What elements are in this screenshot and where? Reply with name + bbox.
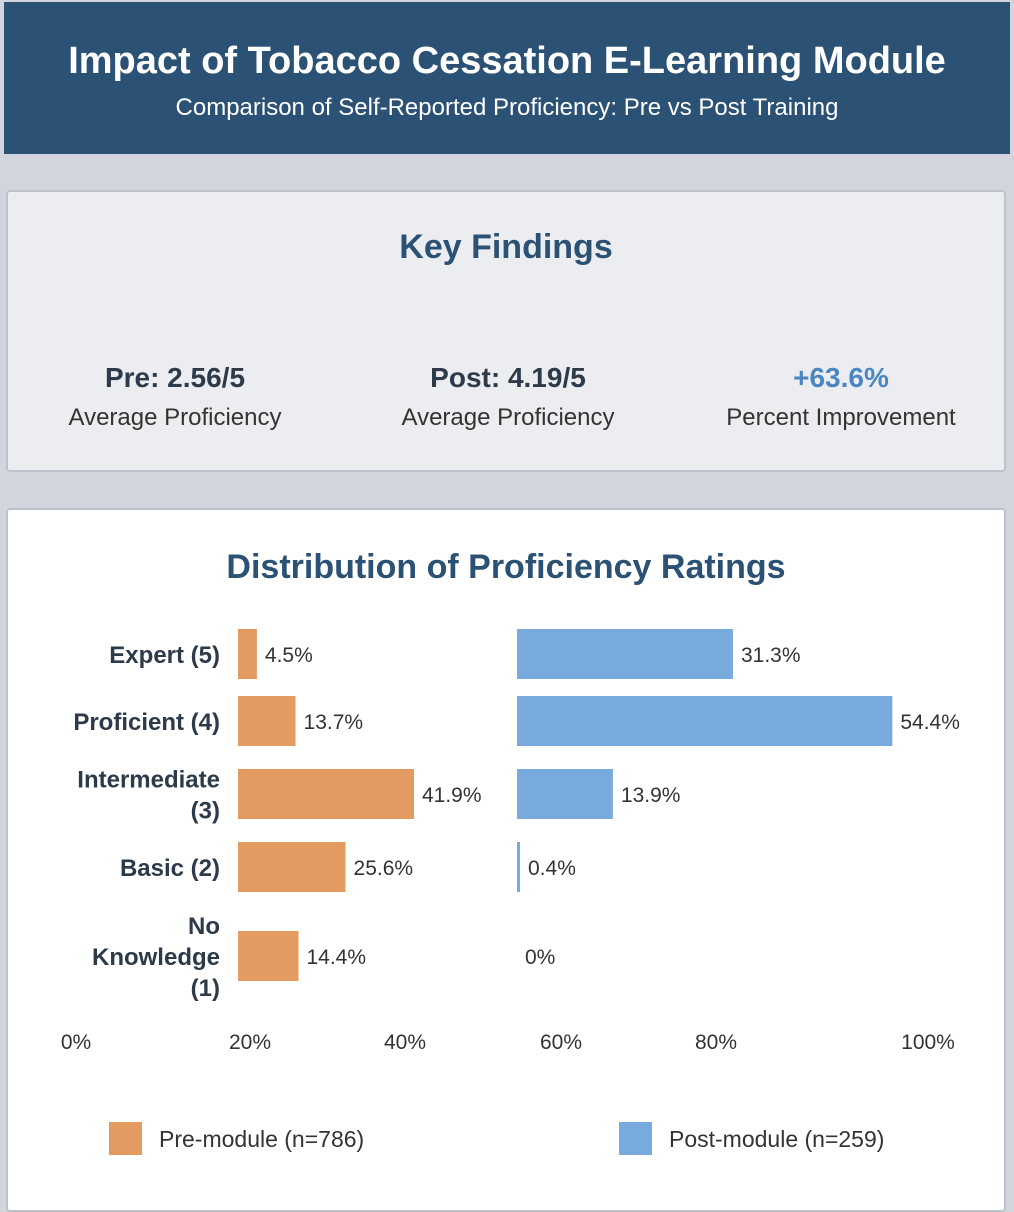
pre-bar (238, 769, 414, 819)
category-label: No Knowledge (1) (92, 913, 220, 1002)
x-tick-label: 20% (229, 1031, 271, 1054)
category-label: Basic (2) (120, 855, 220, 882)
x-tick-label: 80% (695, 1031, 737, 1054)
distribution-chart: Distribution of Proficiency Ratings Exper… (61, 548, 960, 1155)
pre-bar-label: 4.5% (265, 644, 313, 667)
pre-bar (238, 696, 296, 746)
legend-post-swatch (619, 1122, 652, 1155)
chart-title: Distribution of Proficiency Ratings (226, 548, 785, 586)
pre-bar (238, 629, 257, 679)
pre-bar (238, 931, 299, 981)
legend-pre-swatch (109, 1122, 142, 1155)
pre-bar-label: 14.4% (306, 946, 366, 969)
key-findings-heading: Key Findings (399, 228, 613, 266)
post-bar-label: 0% (525, 946, 555, 969)
post-bar-label: 54.4% (900, 711, 960, 734)
improvement-label: Percent Improvement (726, 404, 956, 431)
pre-bar-label: 25.6% (354, 857, 414, 880)
post-bar-label: 0.4% (528, 857, 576, 880)
post-stat: Post: 4.19/5 Average Proficiency (343, 362, 673, 432)
category-label: Proficient (4) (73, 709, 220, 736)
pre-bar-label: 13.7% (304, 711, 364, 734)
legend-pre-label: Pre-module (n=786) (159, 1126, 364, 1152)
legend-post-label: Post-module (n=259) (669, 1126, 884, 1152)
post-bar (517, 696, 893, 746)
x-tick-label: 0% (61, 1031, 91, 1054)
post-bar (517, 842, 520, 892)
post-bar-label: 31.3% (741, 644, 801, 667)
x-tick-label: 100% (901, 1031, 955, 1054)
pre-average-label: Average Proficiency (68, 404, 282, 431)
post-bar (517, 629, 733, 679)
x-tick-label: 40% (384, 1031, 426, 1054)
category-label: Intermediate (3) (77, 767, 220, 825)
pre-average-value: Pre: 2.56/5 (104, 362, 246, 393)
improvement-value: +63.6% (793, 362, 889, 393)
post-average-value: Post: 4.19/5 (430, 362, 586, 393)
key-findings-panel: Key Findings Pre: 2.56/5 Average Profici… (6, 190, 1006, 472)
distribution-chart-card: Distribution of Proficiency Ratings Exper… (6, 508, 1006, 1212)
post-bar-label: 13.9% (621, 784, 681, 807)
header-banner: Impact of Tobacco Cessation E-Learning M… (4, 2, 1010, 154)
improvement-stat: +63.6% Percent Improvement (676, 362, 1006, 432)
pre-bar (238, 842, 346, 892)
post-bar (517, 769, 613, 819)
post-average-label: Average Proficiency (401, 404, 615, 431)
category-label: Expert (5) (109, 642, 220, 669)
pre-stat: Pre: 2.56/5 Average Proficiency (10, 362, 340, 432)
x-tick-label: 60% (540, 1031, 582, 1054)
page-title: Impact of Tobacco Cessation E-Learning M… (68, 40, 946, 82)
pre-bar-label: 41.9% (422, 784, 482, 807)
page-subtitle: Comparison of Self-Reported Proficiency:… (175, 94, 839, 121)
